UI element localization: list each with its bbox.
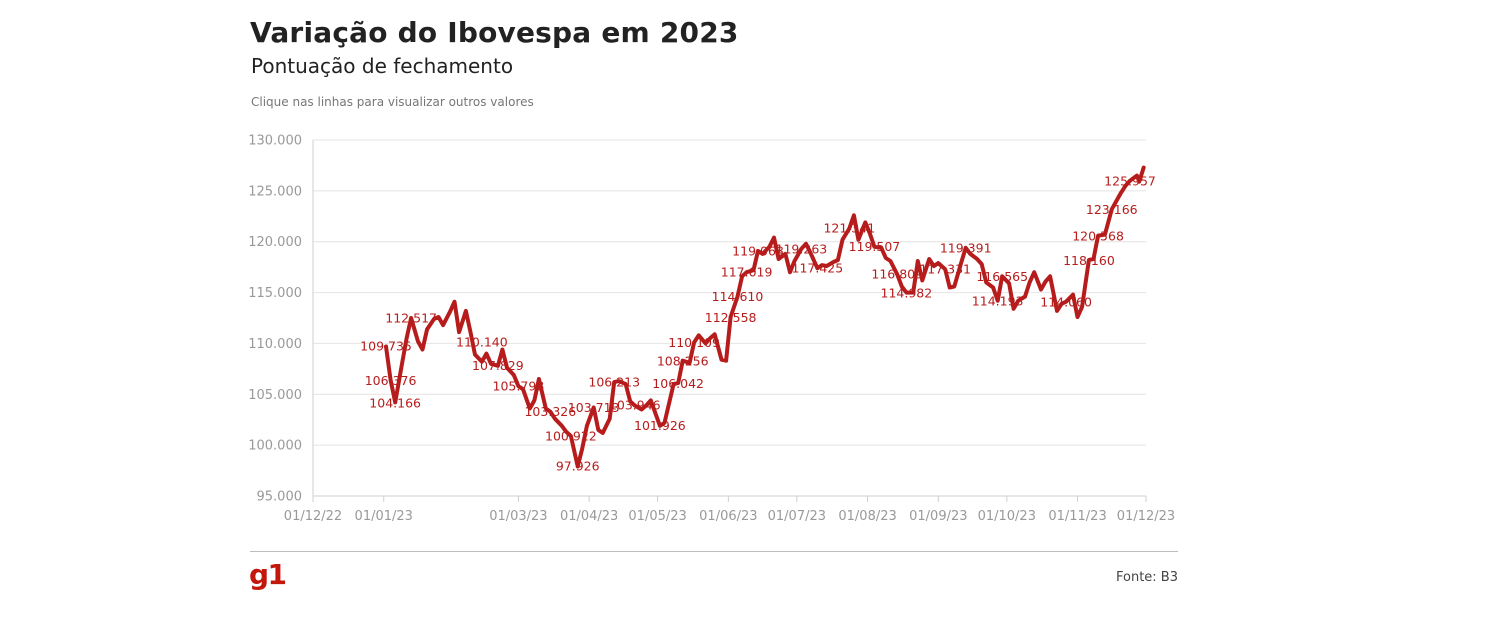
data-label: 114.060 [1040,295,1092,310]
y-tick-label: 100.000 [248,439,302,454]
x-tick-label: 01/12/22 [284,509,342,524]
x-axis-ticks: 01/12/22 01/01/23 01/03/23 01/04/23 01/05/23… [284,496,1175,524]
data-label: 106.042 [652,376,704,391]
y-tick-label: 125.000 [248,184,302,199]
data-label: 114.982 [881,285,933,300]
data-label: 110.140 [456,335,508,350]
series-line[interactable] [384,165,1146,469]
data-label: 119.263 [776,242,828,257]
chart-title: Variação do Ibovespa em 2023 [250,16,739,49]
data-label: 119.068 [732,244,784,259]
data-label: 103.946 [609,398,661,413]
data-label: 112.517 [385,310,437,325]
data-label: 116.565 [976,269,1028,284]
x-tick-label: 01/06/23 [699,509,757,524]
data-label: 121.341 [823,221,875,236]
x-tick-label: 01/09/23 [909,509,967,524]
data-label: 114.193 [972,293,1024,308]
data-label: 117.331 [919,261,971,276]
data-label: 118.160 [1063,253,1115,268]
data-label: 100.922 [545,428,597,443]
data-label: 112.558 [705,310,757,325]
data-label: 105.798 [493,379,545,394]
data-label: 109.735 [360,339,412,354]
data-label: 106.376 [365,373,417,388]
y-tick-label: 120.000 [248,235,302,250]
data-label: 116.809 [871,267,923,282]
data-label: 125.957 [1104,174,1156,189]
y-tick-label: 115.000 [248,286,302,301]
data-label: 107.829 [472,358,524,373]
data-label: 114.610 [712,289,764,304]
data-label: 101.926 [634,418,686,433]
chart-hint: Clique nas linhas para visualizar outros… [251,95,534,109]
footer-divider [250,551,1178,552]
data-label: 119.391 [940,240,992,255]
data-label: 103.326 [524,404,576,419]
chart-subtitle: Pontuação de fechamento [251,54,514,78]
x-tick-label: 01/12/23 [1117,509,1175,524]
data-label: 117.425 [792,260,844,275]
x-tick-label: 01/05/23 [628,509,686,524]
x-tick-label: 01/04/23 [560,509,618,524]
data-label: 104.166 [369,395,421,410]
x-tick-label: 01/11/23 [1048,509,1106,524]
g1-logo[interactable]: g1 [249,558,287,591]
data-labels: 109.735 106.376 104.166 112.517 110.140 107.8… [360,174,1156,474]
data-label: 123.166 [1086,202,1138,217]
x-tick-label: 01/08/23 [838,509,896,524]
data-label: 103.713 [568,400,620,415]
x-tick-label: 01/10/23 [978,509,1036,524]
data-label: 119.507 [849,239,901,254]
series-group[interactable] [384,165,1146,469]
line-chart[interactable]: 95.000 100.000 105.000 110.000 115.000 120.00… [0,0,1486,540]
data-label: 110.109 [668,335,720,350]
y-tick-label: 105.000 [248,388,302,403]
y-tick-label: 95.000 [257,490,303,505]
data-label: 117.019 [721,265,773,280]
data-label: 97.926 [556,459,600,474]
y-tick-label: 110.000 [248,337,302,352]
x-tick-label: 01/07/23 [768,509,826,524]
source-note: Fonte: B3 [1115,570,1178,585]
data-label: 106.213 [588,374,640,389]
y-axis-ticks: 95.000 100.000 105.000 110.000 115.000 120.00… [248,134,302,505]
x-tick-label: 01/03/23 [489,509,547,524]
y-tick-label: 130.000 [248,134,302,149]
x-tick-label: 01/01/23 [355,509,413,524]
data-label: 108.256 [657,354,709,369]
data-label: 120.568 [1072,228,1124,243]
